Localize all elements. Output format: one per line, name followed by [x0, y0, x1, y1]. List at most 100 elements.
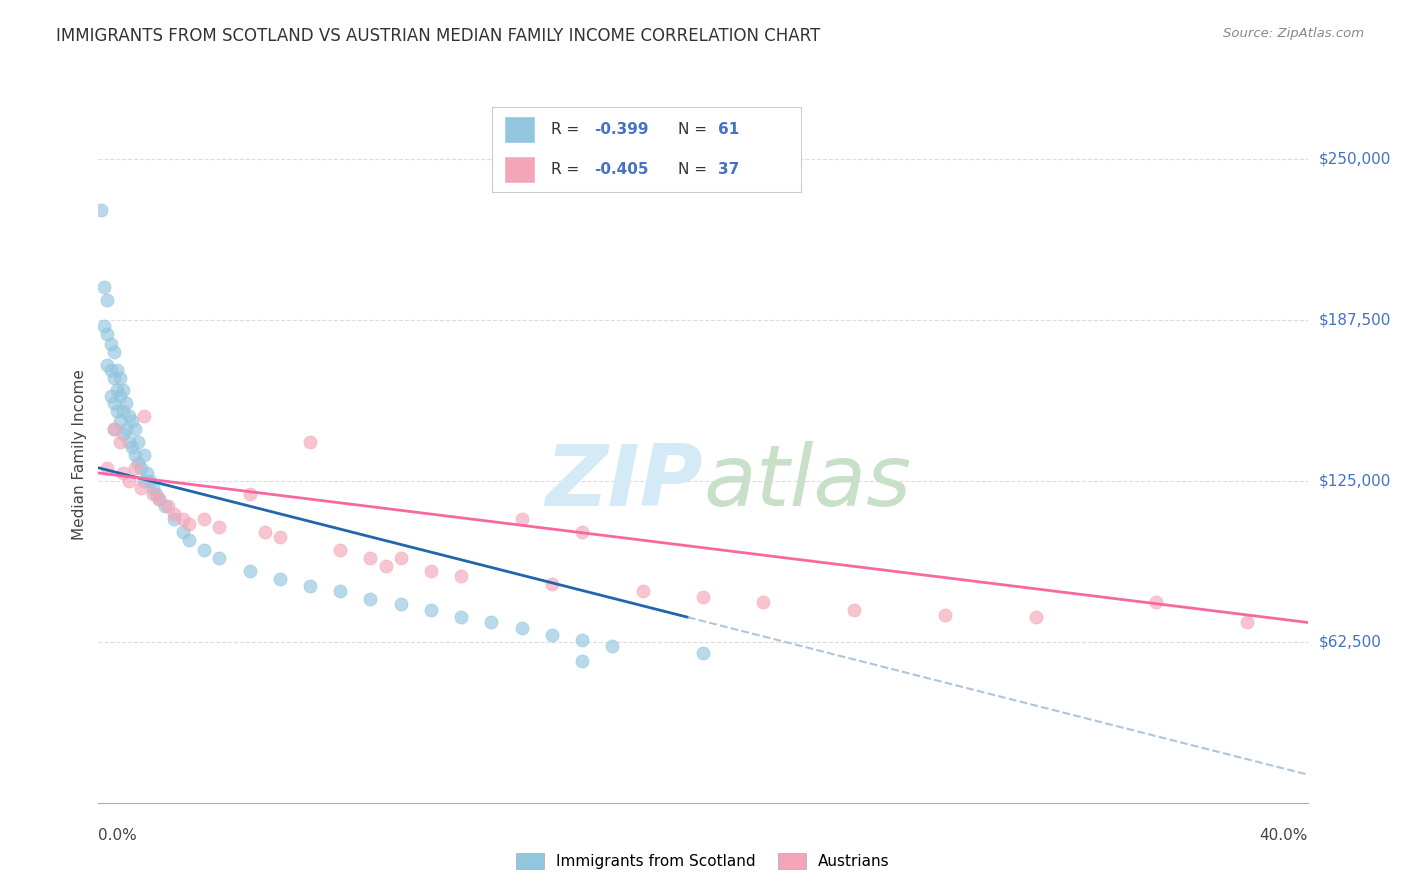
- Point: [90, 203, 112, 218]
- Point: [114, 422, 136, 436]
- Text: $250,000: $250,000: [1319, 151, 1391, 166]
- Point: [239, 486, 262, 500]
- Point: [111, 384, 134, 398]
- Point: [103, 396, 125, 410]
- Point: [540, 628, 562, 642]
- Point: [124, 460, 146, 475]
- Point: [631, 584, 654, 599]
- Point: [172, 512, 194, 526]
- FancyBboxPatch shape: [505, 156, 536, 183]
- Text: N =: N =: [678, 121, 711, 136]
- Point: [844, 602, 866, 616]
- Y-axis label: Median Family Income: Median Family Income: [72, 369, 87, 541]
- Text: 40.0%: 40.0%: [1260, 828, 1308, 843]
- Point: [163, 507, 186, 521]
- Point: [135, 466, 157, 480]
- Point: [571, 654, 593, 668]
- Point: [127, 456, 149, 470]
- Point: [132, 409, 155, 424]
- Point: [121, 440, 143, 454]
- Point: [193, 512, 215, 526]
- Point: [360, 551, 382, 566]
- Point: [239, 564, 262, 578]
- Point: [450, 569, 472, 583]
- Point: [571, 633, 593, 648]
- Point: [96, 460, 118, 475]
- Point: [481, 615, 503, 630]
- Point: [100, 363, 122, 377]
- Point: [208, 551, 231, 566]
- Text: -0.399: -0.399: [595, 121, 648, 136]
- FancyBboxPatch shape: [505, 116, 536, 143]
- Point: [129, 482, 152, 496]
- Point: [148, 491, 170, 506]
- Text: ZIP: ZIP: [546, 442, 703, 524]
- Point: [602, 639, 624, 653]
- Point: [329, 543, 352, 558]
- Point: [105, 363, 128, 377]
- Point: [1236, 615, 1258, 630]
- Point: [105, 404, 128, 418]
- Point: [129, 460, 152, 475]
- Point: [96, 326, 118, 341]
- Point: [111, 427, 134, 442]
- Point: [108, 389, 131, 403]
- Point: [253, 525, 276, 540]
- Point: [118, 474, 141, 488]
- Point: [510, 512, 533, 526]
- Point: [1144, 595, 1167, 609]
- Point: [103, 422, 125, 436]
- Point: [142, 486, 165, 500]
- Point: [108, 370, 131, 384]
- Point: [389, 551, 412, 566]
- Point: [111, 466, 134, 480]
- Point: [193, 543, 215, 558]
- Point: [419, 564, 441, 578]
- Point: [419, 602, 441, 616]
- Point: [163, 512, 186, 526]
- Text: atlas: atlas: [703, 442, 911, 524]
- Text: 0.0%: 0.0%: [98, 828, 138, 843]
- Text: $125,000: $125,000: [1319, 473, 1391, 488]
- Point: [177, 533, 201, 547]
- Point: [121, 414, 143, 428]
- Text: 61: 61: [718, 121, 740, 136]
- Text: -0.405: -0.405: [595, 162, 648, 178]
- Point: [360, 592, 382, 607]
- Point: [139, 474, 162, 488]
- Point: [132, 474, 155, 488]
- Point: [103, 344, 125, 359]
- Point: [177, 517, 201, 532]
- Text: N =: N =: [678, 162, 711, 178]
- Point: [111, 404, 134, 418]
- Point: [124, 448, 146, 462]
- Point: [153, 500, 176, 514]
- Point: [299, 579, 322, 593]
- Point: [752, 595, 775, 609]
- Point: [389, 598, 412, 612]
- Point: [118, 409, 141, 424]
- Point: [103, 370, 125, 384]
- Text: R =: R =: [551, 162, 583, 178]
- Point: [571, 525, 593, 540]
- Point: [127, 435, 149, 450]
- Point: [692, 646, 714, 660]
- Point: [540, 576, 562, 591]
- Point: [142, 482, 165, 496]
- Point: [124, 422, 146, 436]
- Point: [148, 491, 170, 506]
- Point: [692, 590, 714, 604]
- Point: [269, 530, 291, 544]
- Point: [93, 280, 115, 294]
- Point: [96, 293, 118, 308]
- Text: R =: R =: [551, 121, 583, 136]
- Point: [93, 319, 115, 334]
- Point: [96, 358, 118, 372]
- Point: [329, 584, 352, 599]
- Text: IMMIGRANTS FROM SCOTLAND VS AUSTRIAN MEDIAN FAMILY INCOME CORRELATION CHART: IMMIGRANTS FROM SCOTLAND VS AUSTRIAN MED…: [56, 27, 821, 45]
- Point: [132, 448, 155, 462]
- Text: $187,500: $187,500: [1319, 312, 1391, 327]
- Point: [105, 384, 128, 398]
- Text: 37: 37: [718, 162, 740, 178]
- Point: [100, 389, 122, 403]
